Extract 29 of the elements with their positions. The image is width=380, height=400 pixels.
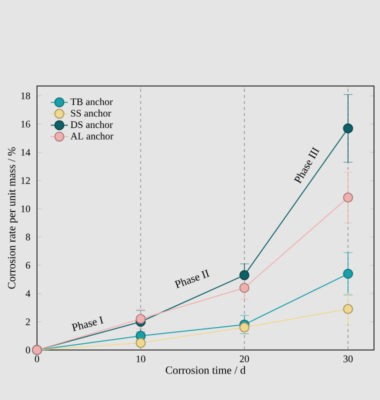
y-tick-label: 16 [21, 120, 30, 128]
y-axis-title: Corrosion rate per unit mass / % [8, 147, 18, 289]
point [239, 270, 250, 280]
x-tick-label: 10 [136, 356, 146, 362]
x-axis-title: Corrosion time / d [166, 366, 246, 374]
legend-label: TB anchor [70, 98, 113, 106]
point [239, 282, 250, 293]
y-tick-label: 14 [21, 149, 30, 156]
annotation: Phase II [174, 270, 210, 288]
point [343, 123, 354, 134]
x-tick-label: 20 [240, 356, 250, 362]
legend-label: AL anchor [70, 132, 114, 140]
point [343, 268, 354, 279]
y-tick-label: 6 [26, 262, 30, 269]
y-tick-label: 12 [21, 177, 30, 184]
annotation: Phase I [71, 316, 104, 332]
y-tick-label: 8 [26, 234, 30, 240]
legend-label: DS anchor [70, 120, 113, 128]
x-tick-label: 30 [344, 356, 353, 362]
point [343, 192, 354, 203]
y-tick-label: 4 [26, 290, 30, 297]
x-tick-label: 0 [34, 356, 40, 362]
y-tick-label: 18 [21, 92, 30, 100]
y-tick-label: 2 [26, 318, 30, 326]
point [343, 304, 354, 314]
y-tick-label: 10 [21, 205, 30, 212]
point [136, 314, 146, 324]
y-tick-label: 0 [26, 346, 30, 354]
legend-label: SS anchor [71, 110, 112, 117]
